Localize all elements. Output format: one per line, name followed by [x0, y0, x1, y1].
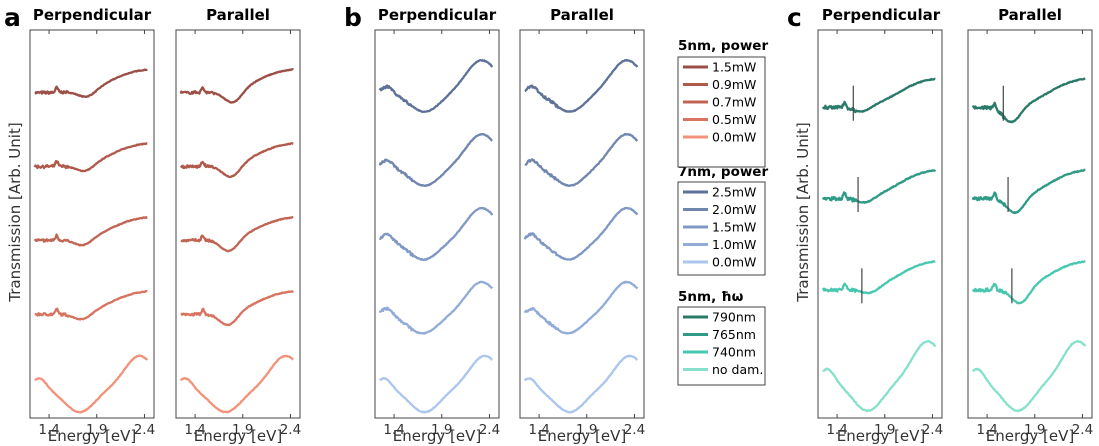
x-axis-label-c2: Energy [eV] — [986, 427, 1074, 445]
series-line-25mW — [524, 58, 639, 113]
subplot-title-b2: Parallel — [550, 6, 614, 24]
series-line-07mW — [180, 215, 294, 253]
series-line-765nm — [971, 168, 1086, 215]
series-line-740nm — [821, 260, 936, 295]
series-line-00mW — [523, 354, 639, 414]
legend-entry-label: 2.5mW — [712, 185, 756, 200]
series-line-15mW — [523, 206, 639, 261]
x-tick-label: 1.9 — [232, 422, 253, 438]
series-line-25mW — [378, 58, 494, 114]
y-axis-label-c: Transmission [Arb. Unit] — [794, 122, 812, 302]
subplot-title-c1: Perpendicular — [822, 6, 941, 24]
series-line-790nm — [971, 77, 1086, 124]
series-line-740nm — [971, 260, 1086, 305]
legend-entry-label: 2.0mW — [712, 202, 756, 217]
x-tick-label: 1.4 — [184, 422, 205, 438]
series-line-20mW — [378, 132, 493, 187]
x-tick-label: 1.9 — [86, 422, 107, 438]
subplot-c1: 1.4 1.9 2.4 — [817, 29, 943, 438]
axes-frame — [29, 29, 155, 419]
series-line-09mW — [179, 142, 294, 179]
series-line-790nm — [821, 77, 936, 114]
series-line-15mW — [378, 206, 494, 261]
x-axis-label-a1: Energy [eV] — [48, 427, 136, 445]
plot-area: 1.4 1.9 2.4 1.4 1.9 2.4 1.4 1.9 2.4 1.4 1.9 2.4 1.4 1… — [29, 29, 1093, 438]
series-line-07mW — [33, 216, 148, 247]
axes-frame — [519, 29, 645, 419]
x-axis-label-c1: Energy [eV] — [837, 427, 925, 445]
series-line-20mW — [524, 132, 639, 187]
series-line-10mW — [378, 280, 494, 335]
legend-entry-label: 0.9mW — [712, 77, 756, 92]
legend-box — [677, 56, 766, 168]
series-line-05mW — [180, 290, 295, 327]
x-tick-label: 2.4 — [280, 422, 301, 438]
x-tick-label: 1.4 — [826, 422, 847, 438]
axes-frame — [374, 29, 500, 419]
legend-title-5nm-hw: 5nm, ħω — [678, 289, 744, 305]
series-line-09mW — [33, 142, 148, 173]
legend-title-5nm-power: 5nm, power — [678, 38, 768, 54]
subplot-b2: 1.4 1.9 2.4 — [519, 29, 645, 438]
legend-entry-label: 790nm — [712, 310, 756, 325]
x-tick-label: 1.4 — [38, 422, 59, 438]
subplot-title-a2: Parallel — [206, 6, 270, 24]
legend-entry-label: 740nm — [712, 345, 756, 360]
series-line-00mW — [179, 354, 294, 414]
legend-entry-label: 1.5mW — [712, 60, 756, 75]
series-line-nodam — [971, 339, 1087, 413]
series-line-05mW — [34, 289, 148, 321]
x-tick-label: 2.4 — [624, 422, 645, 438]
panel-label-c: c — [787, 3, 802, 32]
x-axis-label-a2: Energy [eV] — [194, 427, 282, 445]
panel-label-b: b — [344, 3, 362, 32]
series-line-00mW — [34, 354, 149, 414]
legend-box — [677, 306, 766, 386]
x-tick-label: 2.4 — [1072, 422, 1093, 438]
x-tick-label: 1.9 — [431, 422, 452, 438]
x-axis-label-b1: Energy [eV] — [393, 427, 481, 445]
axes-frame — [817, 29, 943, 419]
subplot-title-a1: Perpendicular — [33, 6, 152, 24]
axes-frame — [175, 29, 301, 419]
legend-entry-label: 0.7mW — [712, 95, 756, 110]
series-line-00mW — [378, 354, 493, 414]
legend: 5nm, power 7nm, power 5nm, ħω 1.5mW 0.9mW… — [677, 38, 768, 386]
legend-entry-label: 0.0mW — [712, 255, 756, 270]
subplot-a1: 1.4 1.9 2.4 — [29, 29, 155, 438]
legend-entry-label: 765nm — [712, 327, 756, 342]
series-line-15mW — [34, 68, 148, 98]
x-tick-label: 1.4 — [383, 422, 404, 438]
subplot-b1: 1.4 1.9 2.4 — [374, 29, 500, 438]
legend-title-7nm-power: 7nm, power — [678, 164, 768, 180]
legend-entry-label: no dam. — [712, 362, 763, 377]
subplot-a2: 1.4 1.9 2.4 — [175, 29, 301, 438]
y-axis-label-a: Transmission [Arb. Unit] — [6, 122, 24, 302]
x-tick-label: 2.4 — [134, 422, 155, 438]
series-line-15mW — [179, 68, 295, 104]
subplot-title-b1: Perpendicular — [378, 6, 497, 24]
legend-entry-label: 0.0mW — [712, 130, 756, 145]
panel-label-a: a — [4, 3, 21, 32]
x-tick-label: 1.4 — [976, 422, 997, 438]
legend-entry-label: 1.0mW — [712, 237, 756, 252]
series-line-nodam — [822, 339, 937, 413]
subplot-title-c2: Parallel — [998, 6, 1062, 24]
axes-frame — [967, 29, 1093, 419]
subplot-c2: 1.4 1.9 2.4 — [967, 29, 1093, 438]
series-line-10mW — [523, 280, 639, 335]
x-tick-label: 1.4 — [528, 422, 549, 438]
legend-entry-label: 0.5mW — [712, 112, 756, 127]
x-tick-label: 1.9 — [874, 422, 895, 438]
x-axis-label-b2: Energy [eV] — [538, 427, 626, 445]
x-tick-label: 2.4 — [922, 422, 943, 438]
series-line-765nm — [821, 169, 937, 204]
x-tick-label: 1.9 — [576, 422, 597, 438]
x-tick-label: 2.4 — [479, 422, 500, 438]
x-tick-label: 1.9 — [1024, 422, 1045, 438]
legend-entry-label: 1.5mW — [712, 220, 756, 235]
